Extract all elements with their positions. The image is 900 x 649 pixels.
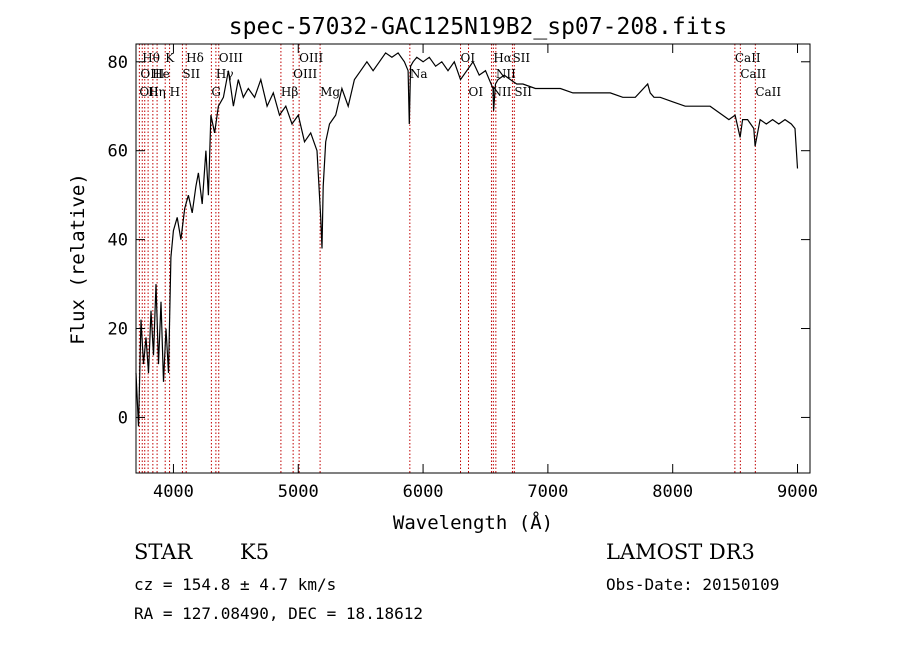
line-label: Hβ	[281, 85, 298, 99]
object-subclass: K5	[240, 540, 270, 564]
line-label: Hη	[148, 85, 166, 99]
y-tick-label: 40	[108, 231, 128, 251]
x-tick-label: 9000	[777, 482, 818, 502]
x-tick-label: 4000	[153, 482, 194, 502]
line-label: He	[152, 67, 170, 81]
line-label: Hδ	[186, 51, 204, 65]
line-label: NII	[491, 85, 511, 99]
line-label: SII	[512, 51, 530, 65]
x-axis-ticks: 4000 5000 6000 7000 8000 9000	[153, 44, 818, 502]
line-label: CaII	[740, 67, 766, 81]
line-label: OIII	[293, 67, 317, 81]
object-class: STAR	[134, 540, 193, 564]
plot-frame	[135, 43, 811, 474]
line-label: G	[211, 85, 221, 99]
chart-title: spec-57032-GAC125N19B2_sp07-208.fits	[229, 14, 728, 40]
line-label: OIII	[299, 51, 323, 65]
spectrum-line	[135, 52, 799, 427]
coordinates: RA = 127.08490, DEC = 18.18612	[134, 604, 423, 623]
line-label: K	[165, 51, 175, 65]
x-tick-label: 5000	[278, 482, 319, 502]
x-axis-label: Wavelength (Å)	[393, 511, 553, 534]
line-label: OI	[469, 85, 484, 99]
obs-date: Obs-Date: 20150109	[606, 575, 780, 594]
line-label: OI	[461, 51, 476, 65]
line-label: CaII	[755, 85, 781, 99]
line-label: SII	[182, 67, 200, 81]
y-tick-label: 0	[118, 408, 128, 428]
y-axis-ticks: 0 20 40 60 80	[108, 53, 810, 428]
y-axis-label: Flux (relative)	[67, 173, 89, 345]
x-tick-label: 7000	[527, 482, 568, 502]
line-label: Na	[410, 67, 428, 81]
line-label: Hγ	[216, 67, 234, 81]
spectral-line-markers	[138, 44, 756, 473]
y-tick-label: 20	[108, 320, 128, 340]
survey-name: LAMOST DR3	[606, 540, 755, 564]
y-tick-label: 60	[108, 142, 128, 162]
x-tick-label: 6000	[403, 482, 444, 502]
line-label: Hθ	[142, 51, 160, 65]
x-tick-label: 8000	[652, 482, 693, 502]
redshift-cz: cz = 154.8 ± 4.7 km/s	[134, 575, 337, 594]
line-label: SII	[514, 85, 532, 99]
line-label: H	[170, 85, 180, 99]
line-label: Mg	[320, 85, 340, 99]
line-label: Hα	[493, 51, 512, 65]
line-label: CaII	[735, 51, 761, 65]
line-label: OIII	[219, 51, 243, 65]
line-label: OII	[139, 85, 159, 99]
line-label: OIII	[140, 67, 164, 81]
y-tick-label: 80	[108, 53, 128, 73]
